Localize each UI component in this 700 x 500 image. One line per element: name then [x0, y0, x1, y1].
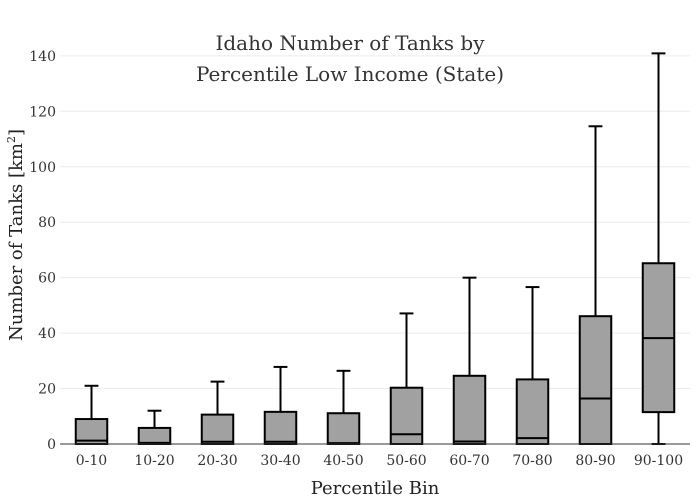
y-tick-label: 20 [38, 382, 56, 398]
box-50-60 [389, 312, 424, 445]
box-60-70 [452, 276, 487, 445]
box-0-10 [74, 384, 109, 446]
box-70-80 [515, 286, 550, 446]
chart-title-line2: Percentile Low Income (State) [196, 62, 504, 86]
box-40-50 [326, 369, 361, 445]
gridlines [60, 55, 690, 390]
box-20-30 [200, 380, 235, 446]
y-tick-label: 40 [38, 326, 56, 342]
box-90-100 [641, 52, 676, 445]
box-80-90 [578, 125, 613, 445]
x-tick-label: 30-40 [260, 453, 300, 469]
x-tick-labels: 0-10 10-20 20-30 30-40 40-50 50-60 60-70 70-80 8… [76, 453, 683, 469]
iqr-box [578, 315, 613, 445]
x-tick-label: 40-50 [323, 453, 363, 469]
x-tick-label: 70-80 [512, 453, 552, 469]
y-tick-label: 60 [38, 271, 56, 287]
y-axis-label-superscript: 2 [5, 136, 18, 143]
iqr-box [263, 410, 298, 445]
x-axis-label: Percentile Bin [311, 478, 440, 499]
y-axis-label-main: Number of Tanks [km [6, 143, 27, 341]
iqr-box [389, 386, 424, 445]
x-tick-label: 90-100 [634, 453, 683, 469]
y-tick-label: 140 [29, 49, 56, 65]
x-tick-label: 50-60 [386, 453, 426, 469]
y-tick-label: 0 [47, 437, 56, 453]
iqr-box [515, 378, 550, 446]
x-tick-label: 80-90 [575, 453, 615, 469]
x-tick-label: 60-70 [449, 453, 489, 469]
y-tick-label: 120 [29, 104, 56, 120]
y-tick-label: 80 [38, 215, 56, 231]
boxes [74, 52, 676, 446]
y-axis-label: Number of Tanks [km2] [5, 129, 27, 341]
iqr-box [452, 374, 487, 445]
x-tick-label: 10-20 [134, 453, 174, 469]
y-tick-label: 100 [29, 160, 56, 176]
y-tick-labels: 0 20 40 60 80 100 120 140 [29, 49, 56, 453]
x-tick-label: 0-10 [76, 453, 107, 469]
chart-title-line1: Idaho Number of Tanks by [215, 31, 485, 55]
y-axis-label-end: ] [6, 129, 27, 136]
x-tick-label: 20-30 [197, 453, 237, 469]
iqr-box [200, 413, 235, 446]
iqr-box [137, 426, 172, 446]
box-30-40 [263, 365, 298, 445]
box-10-20 [137, 409, 172, 446]
iqr-box [326, 412, 361, 445]
